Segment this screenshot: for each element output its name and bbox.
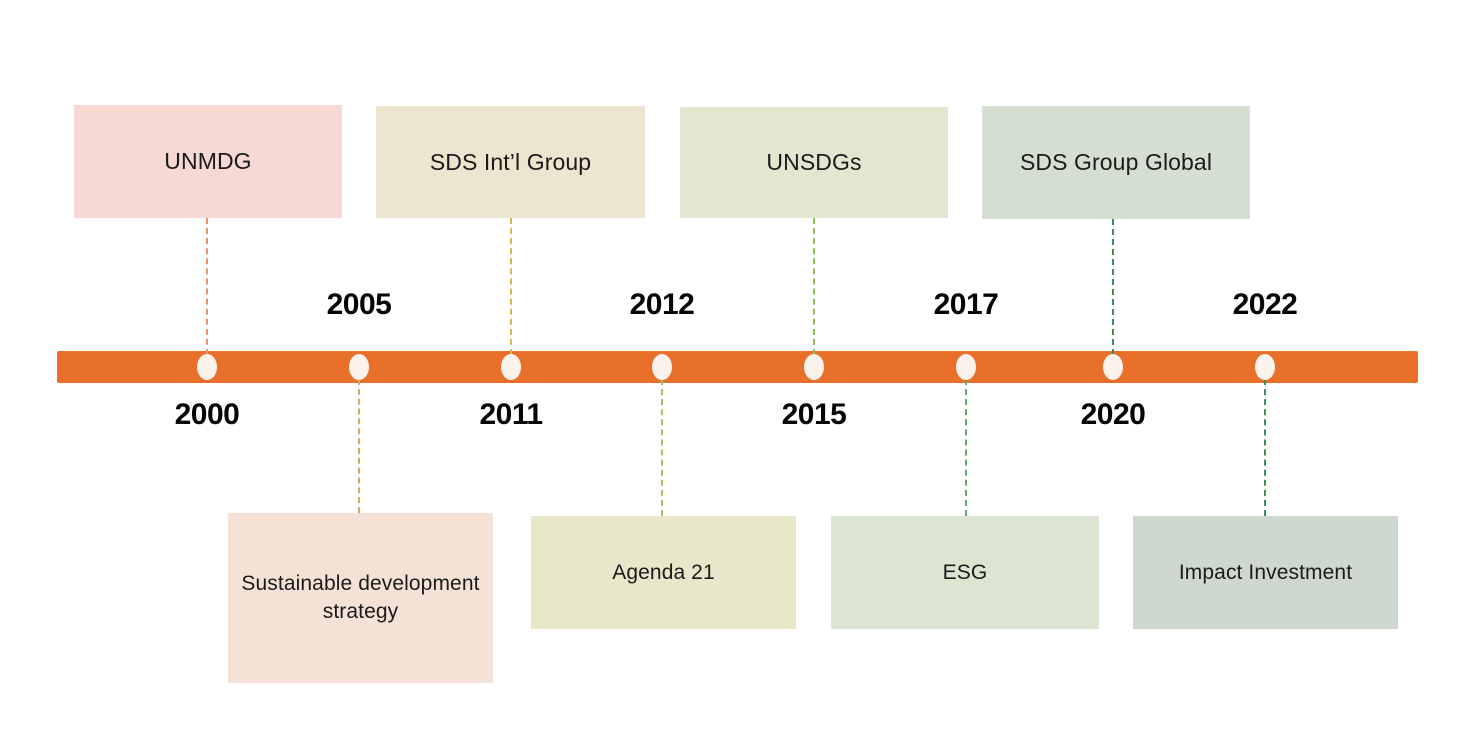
milestone-dot-2017[interactable] bbox=[956, 354, 976, 380]
year-label-2022: 2022 bbox=[1232, 288, 1298, 321]
year-label-2011: 2011 bbox=[479, 398, 543, 431]
year-label-2015: 2015 bbox=[781, 398, 847, 431]
timeline-bar bbox=[57, 351, 1418, 383]
event-box-label: Agenda 21 bbox=[612, 560, 715, 584]
year-label-2017: 2017 bbox=[933, 288, 999, 321]
milestone-dot-2005[interactable] bbox=[349, 354, 369, 380]
event-box-agenda-21[interactable]: Agenda 21 bbox=[531, 516, 796, 629]
event-box-label: UNMDG bbox=[164, 148, 252, 175]
year-label-2020: 2020 bbox=[1080, 398, 1146, 431]
year-label-2005: 2005 bbox=[326, 288, 392, 321]
connector-line-impact-investment bbox=[1264, 379, 1266, 516]
year-label-2000: 2000 bbox=[174, 398, 240, 431]
event-box-label: Sustainable development strategy bbox=[241, 572, 480, 623]
event-box-label: ESG bbox=[942, 560, 988, 584]
event-box-label: SDS Group Global bbox=[1019, 149, 1213, 176]
milestone-dot-2000[interactable] bbox=[197, 354, 217, 380]
event-box-sds-group-global[interactable]: SDS Group Global bbox=[982, 106, 1250, 219]
connector-line-sds-group-global bbox=[1112, 219, 1114, 355]
event-box-unsdgs[interactable]: UNSDGs bbox=[680, 107, 948, 218]
event-box-label: SDS Int’l Group bbox=[429, 148, 592, 175]
milestone-dot-2012[interactable] bbox=[652, 354, 672, 380]
milestone-dot-2015[interactable] bbox=[804, 354, 824, 380]
connector-line-agenda-21 bbox=[661, 379, 663, 516]
milestone-dot-2011[interactable] bbox=[501, 354, 521, 380]
event-box-label: Impact Investment bbox=[1178, 560, 1353, 584]
event-box-sustainable-development-strategy[interactable]: Sustainable development strategy bbox=[228, 513, 493, 683]
connector-line-unmdg bbox=[206, 218, 208, 355]
milestone-dot-2022[interactable] bbox=[1255, 354, 1275, 380]
event-box-esg[interactable]: ESG bbox=[831, 516, 1099, 629]
event-box-unmdg[interactable]: UNMDG bbox=[74, 105, 342, 218]
event-box-sds-int-l-group[interactable]: SDS Int’l Group bbox=[376, 106, 645, 218]
connector-line-sustainable-development-strategy bbox=[358, 379, 360, 513]
connector-line-sds-int-l-group bbox=[510, 218, 512, 355]
milestone-dot-2020[interactable] bbox=[1103, 354, 1123, 380]
event-box-impact-investment[interactable]: Impact Investment bbox=[1133, 516, 1398, 629]
year-label-2012: 2012 bbox=[629, 288, 695, 321]
event-box-label: UNSDGs bbox=[766, 149, 862, 176]
connector-line-unsdgs bbox=[813, 218, 815, 355]
connector-line-esg bbox=[965, 379, 967, 516]
